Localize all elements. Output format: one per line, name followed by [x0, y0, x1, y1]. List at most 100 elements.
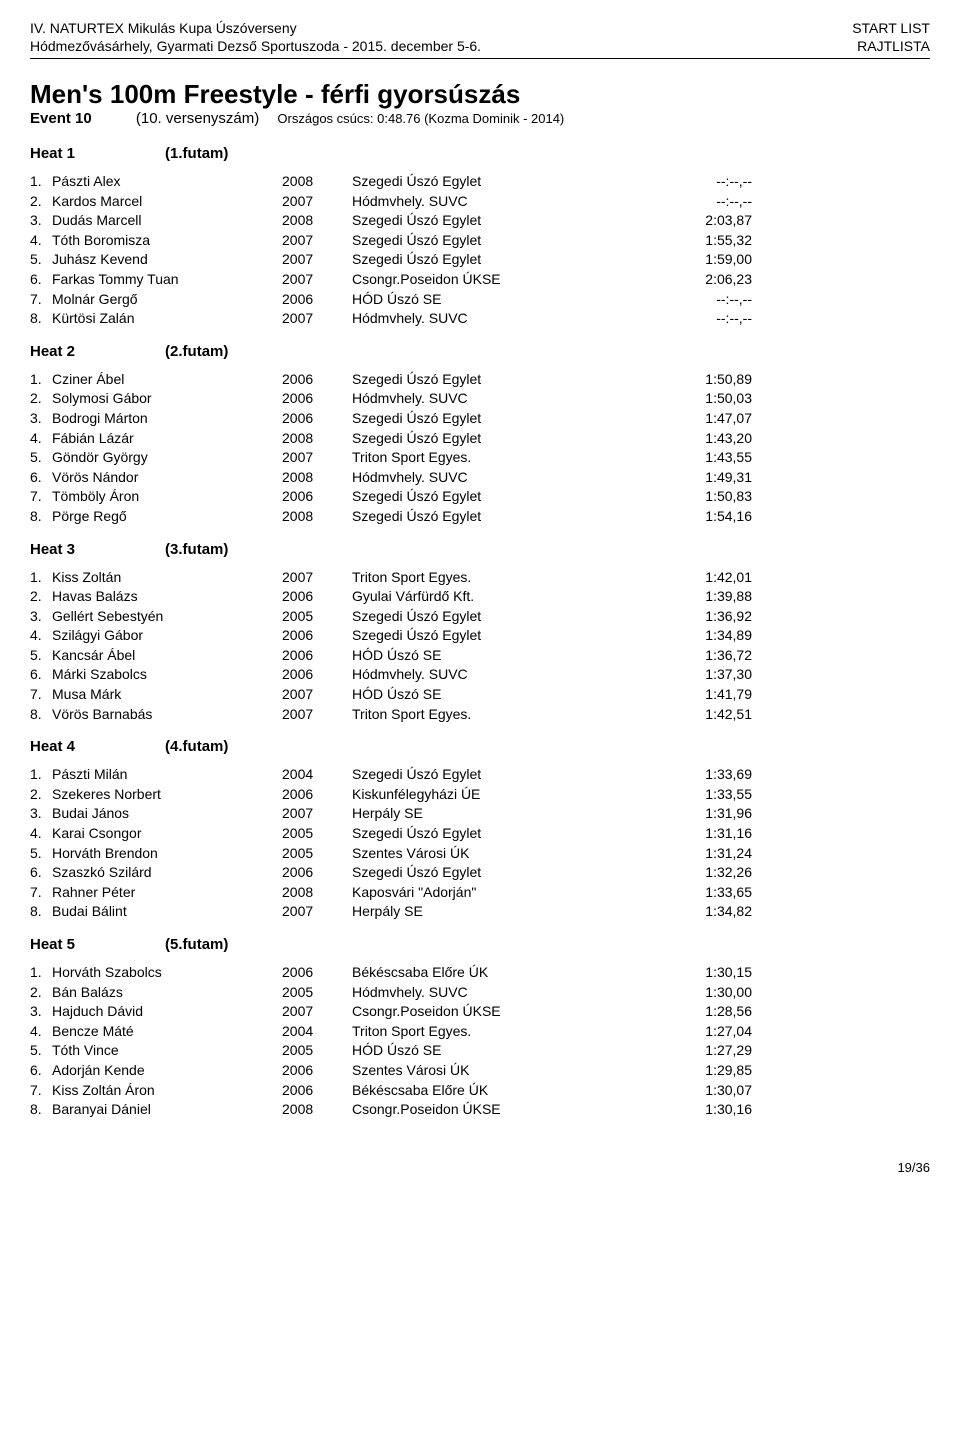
heat-title: Heat 4(4.futam): [30, 738, 930, 755]
lane: 6.: [30, 1061, 52, 1081]
lane: 6.: [30, 665, 52, 685]
club: Szegedi Úszó Egylet: [352, 824, 652, 844]
birth-year: 2007: [282, 192, 352, 212]
club: Hódmvhely. SUVC: [352, 665, 652, 685]
birth-year: 2007: [282, 705, 352, 725]
entry-time: 1:50,03: [652, 389, 752, 409]
lane: 8.: [30, 507, 52, 527]
swimmer-name: Juhász Kevend: [52, 250, 282, 270]
lane: 7.: [30, 685, 52, 705]
heat-sub: (3.futam): [165, 541, 228, 558]
club: Kaposvári "Adorján": [352, 883, 652, 903]
lane: 5.: [30, 646, 52, 666]
swimmer-name: Pörge Regő: [52, 507, 282, 527]
result-row: 4.Karai Csongor2005Szegedi Úszó Egylet1:…: [30, 824, 930, 844]
lane: 3.: [30, 211, 52, 231]
entry-time: 1:28,56: [652, 1002, 752, 1022]
swimmer-name: Kürtösi Zalán: [52, 309, 282, 329]
result-row: 5.Kancsár Ábel2006HÓD Úszó SE1:36,72: [30, 646, 930, 666]
result-row: 1.Kiss Zoltán2007Triton Sport Egyes.1:42…: [30, 568, 930, 588]
birth-year: 2004: [282, 1022, 352, 1042]
entry-time: 1:41,79: [652, 685, 752, 705]
result-row: 2.Solymosi Gábor2006Hódmvhely. SUVC1:50,…: [30, 389, 930, 409]
club: Csongr.Poseidon ÚKSE: [352, 1100, 652, 1120]
result-row: 1.Pászti Alex2008Szegedi Úszó Egylet--:-…: [30, 172, 930, 192]
birth-year: 2006: [282, 863, 352, 883]
heat-title: Heat 1(1.futam): [30, 145, 930, 162]
club: Hódmvhely. SUVC: [352, 983, 652, 1003]
swimmer-name: Solymosi Gábor: [52, 389, 282, 409]
club: Szegedi Úszó Egylet: [352, 250, 652, 270]
club: Szegedi Úszó Egylet: [352, 231, 652, 251]
event-number: Event 10: [30, 110, 92, 127]
birth-year: 2006: [282, 389, 352, 409]
swimmer-name: Fábián Lázár: [52, 429, 282, 449]
club: Szegedi Úszó Egylet: [352, 626, 652, 646]
club: Gyulai Várfürdő Kft.: [352, 587, 652, 607]
birth-year: 2006: [282, 1061, 352, 1081]
swimmer-name: Gellért Sebestyén: [52, 607, 282, 627]
result-row: 7.Rahner Péter2008Kaposvári "Adorján"1:3…: [30, 883, 930, 903]
birth-year: 2008: [282, 507, 352, 527]
result-row: 7.Tömböly Áron2006Szegedi Úszó Egylet1:5…: [30, 487, 930, 507]
swimmer-name: Pászti Alex: [52, 172, 282, 192]
lane: 1.: [30, 765, 52, 785]
swimmer-name: Tóth Vince: [52, 1041, 282, 1061]
club: Herpály SE: [352, 804, 652, 824]
lane: 2.: [30, 587, 52, 607]
heat-sub: (2.futam): [165, 343, 228, 360]
lane: 6.: [30, 270, 52, 290]
lane: 4.: [30, 1022, 52, 1042]
lane: 5.: [30, 448, 52, 468]
entry-time: 1:50,83: [652, 487, 752, 507]
entry-time: 1:43,55: [652, 448, 752, 468]
entry-time: 1:29,85: [652, 1061, 752, 1081]
result-row: 6.Vörös Nándor2008Hódmvhely. SUVC1:49,31: [30, 468, 930, 488]
entry-time: 1:33,69: [652, 765, 752, 785]
swimmer-name: Kiss Zoltán Áron: [52, 1081, 282, 1101]
birth-year: 2007: [282, 685, 352, 705]
club: HÓD Úszó SE: [352, 290, 652, 310]
entry-time: 1:27,29: [652, 1041, 752, 1061]
lane: 8.: [30, 309, 52, 329]
lane: 2.: [30, 192, 52, 212]
heat-sub: (4.futam): [165, 738, 228, 755]
swimmer-name: Szekeres Norbert: [52, 785, 282, 805]
birth-year: 2005: [282, 983, 352, 1003]
event-sub: (10. versenyszám): [136, 110, 259, 127]
event-title: Men's 100m Freestyle - férfi gyorsúszás: [30, 79, 930, 110]
club: Csongr.Poseidon ÚKSE: [352, 270, 652, 290]
lane: 8.: [30, 902, 52, 922]
heat-label: Heat 3: [30, 541, 75, 558]
result-row: 2.Kardos Marcel2007Hódmvhely. SUVC--:--,…: [30, 192, 930, 212]
club: Kiskunfélegyházi ÚE: [352, 785, 652, 805]
entry-time: 1:30,07: [652, 1081, 752, 1101]
entry-time: 1:33,65: [652, 883, 752, 903]
lane: 4.: [30, 429, 52, 449]
result-row: 2.Szekeres Norbert2006Kiskunfélegyházi Ú…: [30, 785, 930, 805]
result-row: 4.Fábián Lázár2008Szegedi Úszó Egylet1:4…: [30, 429, 930, 449]
birth-year: 2006: [282, 487, 352, 507]
entry-time: 2:03,87: [652, 211, 752, 231]
entry-time: 1:31,96: [652, 804, 752, 824]
swimmer-name: Szilágyi Gábor: [52, 626, 282, 646]
result-row: 6.Farkas Tommy Tuan2007Csongr.Poseidon Ú…: [30, 270, 930, 290]
entry-time: --:--,--: [652, 309, 752, 329]
swimmer-name: Dudás Marcell: [52, 211, 282, 231]
lane: 7.: [30, 1081, 52, 1101]
birth-year: 2006: [282, 785, 352, 805]
swimmer-name: Vörös Nándor: [52, 468, 282, 488]
birth-year: 2005: [282, 824, 352, 844]
competition-title: IV. NATURTEX Mikulás Kupa Úszóverseny: [30, 20, 297, 36]
result-row: 8.Budai Bálint2007Herpály SE1:34,82: [30, 902, 930, 922]
heat-label: Heat 2: [30, 343, 75, 360]
birth-year: 2006: [282, 370, 352, 390]
lane: 3.: [30, 607, 52, 627]
birth-year: 2007: [282, 270, 352, 290]
birth-year: 2006: [282, 290, 352, 310]
heat-sub: (5.futam): [165, 936, 228, 953]
entry-time: 1:55,32: [652, 231, 752, 251]
birth-year: 2007: [282, 448, 352, 468]
birth-year: 2006: [282, 1081, 352, 1101]
result-row: 3.Bodrogi Márton2006Szegedi Úszó Egylet1…: [30, 409, 930, 429]
